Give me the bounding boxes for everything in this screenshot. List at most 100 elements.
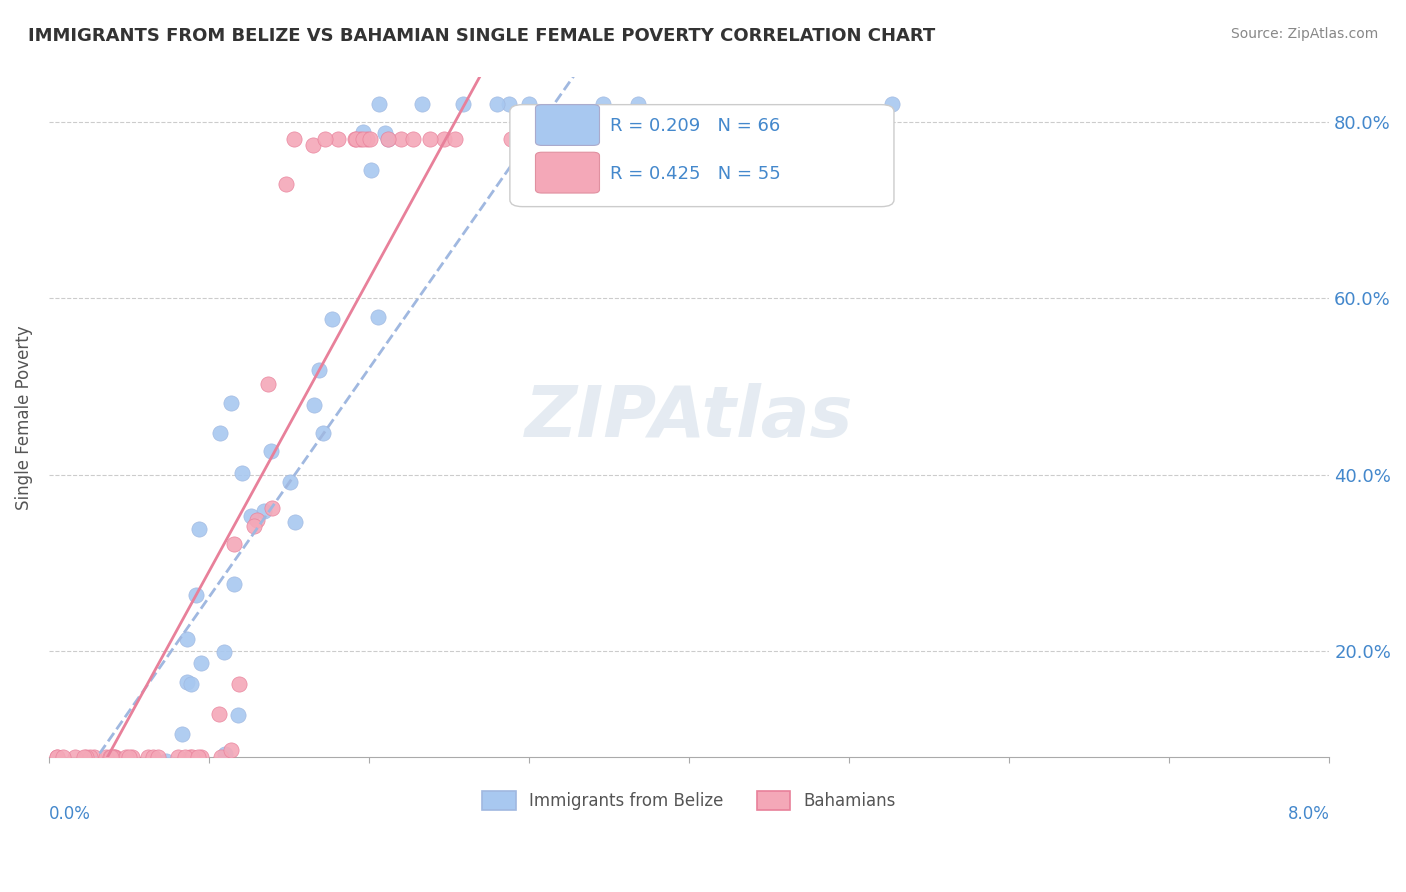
Point: [253, 504, 276, 518]
Point: [73, 750, 96, 764]
Point: [114, 777, 136, 791]
Point: [212, 645, 235, 659]
Point: [149, 777, 172, 791]
Point: [301, 138, 323, 153]
Point: [278, 475, 301, 490]
Point: [219, 743, 242, 757]
Point: [87, 777, 110, 791]
Point: [187, 750, 209, 764]
Point: [93, 777, 115, 791]
Point: [80, 777, 103, 791]
Point: [166, 750, 188, 764]
Point: [63, 750, 86, 764]
Point: [170, 727, 193, 741]
Point: [262, 500, 284, 515]
Point: [485, 97, 508, 112]
Point: [377, 131, 399, 145]
Point: [214, 747, 236, 761]
Point: [142, 750, 165, 764]
Point: [274, 178, 297, 192]
Text: Source: ZipAtlas.com: Source: ZipAtlas.com: [1230, 27, 1378, 41]
Point: [107, 777, 129, 791]
Point: [104, 750, 127, 764]
Point: [360, 163, 382, 178]
Text: R = 0.209   N = 66: R = 0.209 N = 66: [610, 118, 780, 136]
Point: [131, 777, 153, 791]
Point: [226, 708, 249, 723]
Point: [104, 777, 127, 791]
Point: [79, 750, 101, 764]
Point: [190, 657, 212, 671]
Point: [60, 777, 83, 791]
Point: [228, 677, 250, 691]
Point: [69, 777, 91, 791]
Point: [222, 577, 245, 591]
Point: [207, 706, 229, 721]
FancyBboxPatch shape: [510, 104, 894, 207]
Point: [122, 777, 145, 791]
Point: [209, 426, 232, 441]
Point: [148, 750, 170, 764]
Point: [377, 132, 399, 146]
Point: [419, 132, 441, 146]
Point: [243, 518, 266, 533]
Point: [321, 312, 343, 326]
Point: [433, 132, 456, 146]
Point: [284, 515, 307, 529]
Text: 0.0%: 0.0%: [49, 805, 91, 823]
Point: [368, 97, 391, 112]
Point: [257, 377, 280, 392]
Point: [349, 132, 371, 146]
Point: [103, 750, 125, 764]
Point: [46, 777, 69, 791]
Point: [94, 750, 117, 764]
Point: [501, 132, 523, 146]
Point: [498, 97, 520, 112]
Point: [512, 132, 534, 146]
Point: [389, 132, 412, 146]
Point: [401, 132, 423, 146]
Point: [411, 97, 433, 112]
Point: [46, 777, 69, 791]
Text: ZIPAtlas: ZIPAtlas: [524, 383, 853, 452]
Point: [46, 777, 69, 791]
Point: [343, 132, 366, 146]
Point: [101, 750, 124, 764]
Point: [219, 396, 242, 410]
Point: [174, 750, 197, 764]
Point: [83, 750, 105, 764]
Point: [352, 132, 374, 146]
Point: [121, 750, 143, 764]
Point: [55, 777, 77, 791]
Legend: Immigrants from Belize, Bahamians: Immigrants from Belize, Bahamians: [475, 784, 903, 817]
Point: [121, 777, 143, 791]
Point: [659, 132, 682, 146]
Point: [344, 132, 367, 146]
Text: 8.0%: 8.0%: [1288, 805, 1329, 823]
Point: [46, 750, 69, 764]
Text: R = 0.425   N = 55: R = 0.425 N = 55: [610, 165, 780, 183]
Point: [231, 466, 253, 480]
Point: [359, 132, 381, 146]
Point: [181, 750, 204, 764]
Point: [304, 398, 326, 412]
Point: [260, 444, 283, 458]
Point: [75, 750, 97, 764]
Point: [56, 777, 79, 791]
Point: [367, 310, 389, 325]
Point: [56, 777, 79, 791]
Point: [283, 132, 305, 146]
Point: [451, 97, 474, 112]
Point: [176, 675, 198, 690]
Point: [118, 750, 141, 764]
Point: [443, 132, 465, 146]
Point: [592, 97, 614, 112]
Point: [46, 750, 69, 764]
Point: [134, 777, 156, 791]
Point: [308, 363, 330, 377]
Point: [352, 125, 374, 139]
FancyBboxPatch shape: [536, 153, 599, 193]
Point: [128, 777, 150, 791]
Point: [46, 777, 69, 791]
Point: [136, 750, 159, 764]
